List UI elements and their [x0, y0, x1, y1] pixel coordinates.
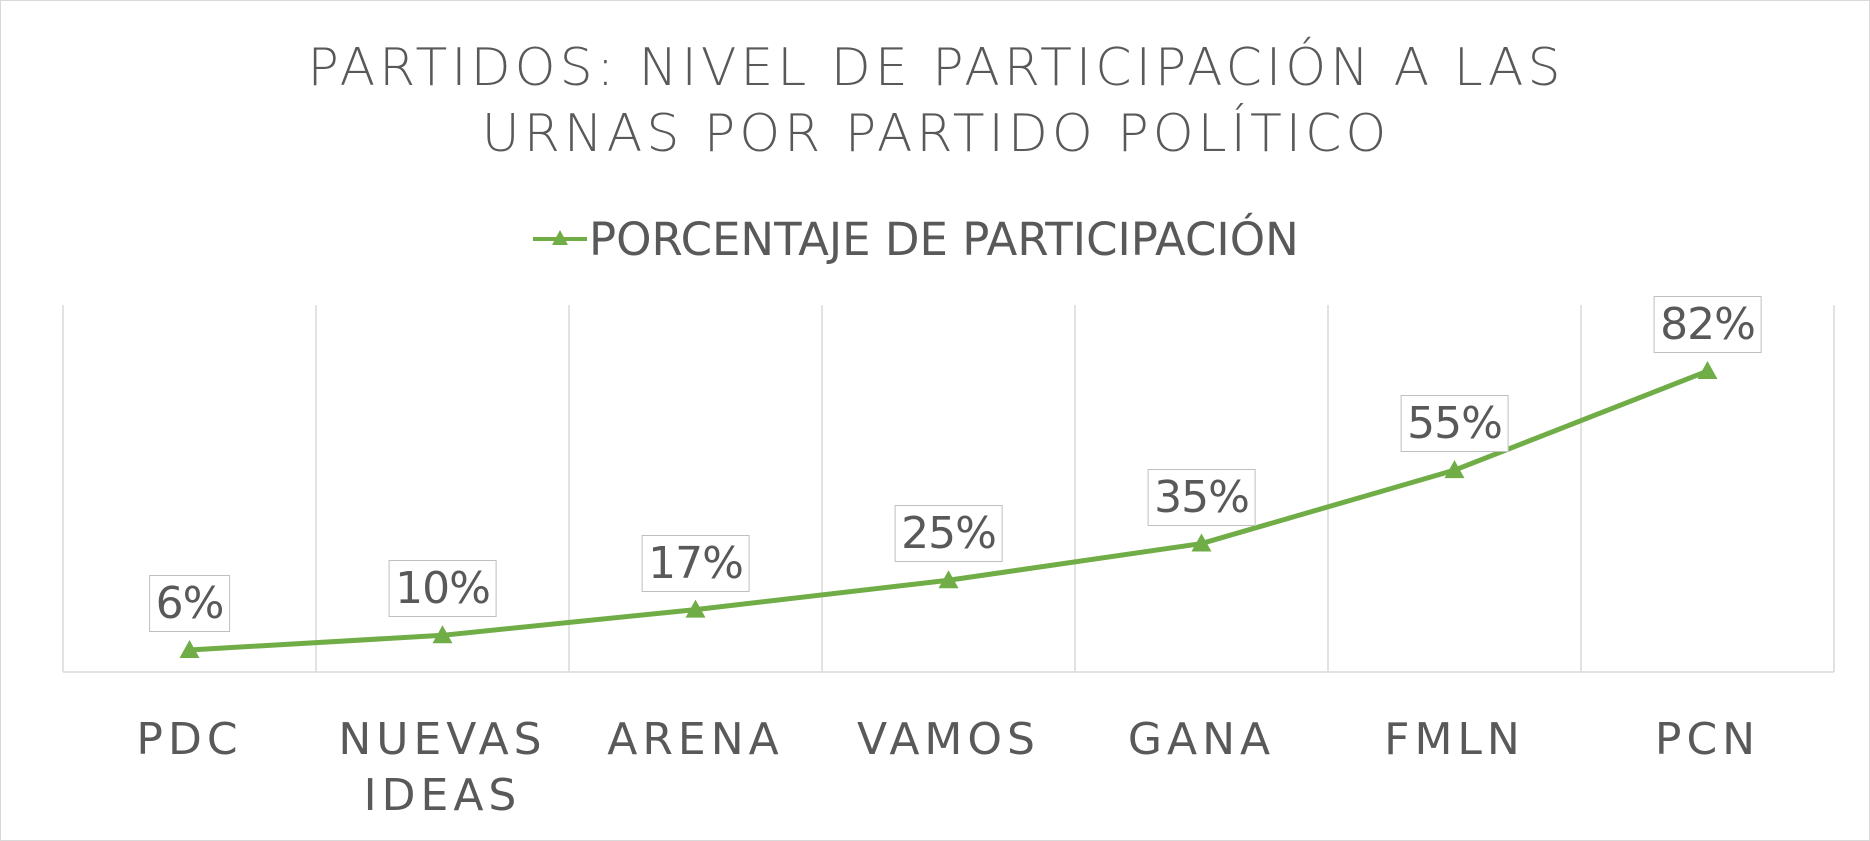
- x-tick-label: ARENA: [607, 714, 784, 765]
- data-point: [685, 599, 706, 618]
- x-tick-label: PCN: [1654, 714, 1761, 765]
- x-tick-label: PDC: [136, 714, 243, 765]
- x-tick-label: FMLN: [1384, 714, 1525, 765]
- data-point: [1191, 533, 1212, 552]
- legend-marker: [533, 230, 587, 245]
- data-point: [938, 570, 959, 589]
- x-tick-label: VAMOS: [857, 714, 1040, 765]
- data-label: 55%: [1400, 395, 1509, 453]
- data-point: [1444, 460, 1465, 479]
- x-tick-label: NUEVAS IDEAS: [338, 714, 547, 821]
- legend-label: PORCENTAJE DE PARTICIPACIÓN: [589, 212, 1299, 266]
- data-point: [432, 625, 453, 644]
- chart-title: PARTIDOS: NIVEL DE PARTICIPACIÓN A LAS U…: [307, 38, 1565, 164]
- data-label: 17%: [641, 534, 750, 592]
- data-label: 6%: [148, 574, 231, 632]
- data-label: 35%: [1147, 468, 1256, 526]
- data-label: 10%: [388, 560, 497, 618]
- data-label: 25%: [894, 505, 1003, 563]
- legend-triangle: [552, 230, 568, 245]
- x-tick-label: GANA: [1127, 714, 1276, 765]
- data-point: [179, 639, 200, 658]
- data-point: [1697, 361, 1718, 380]
- data-label: 82%: [1653, 296, 1762, 354]
- legend: PORCENTAJE DE PARTICIPACIÓN: [531, 209, 1299, 269]
